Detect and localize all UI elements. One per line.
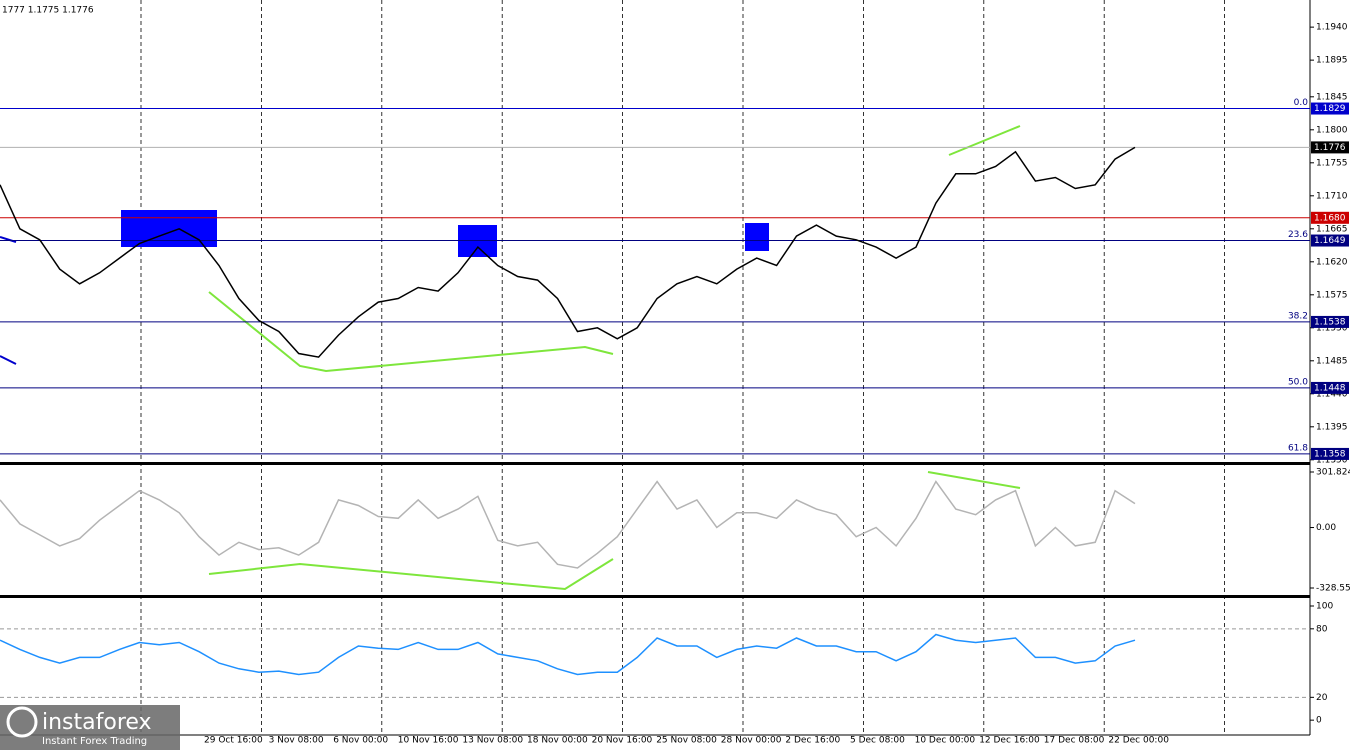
fib-label: 23.6 xyxy=(1288,230,1308,240)
logo-tagline: Instant Forex Trading xyxy=(42,736,147,747)
line-segment xyxy=(0,236,17,243)
price-label-box xyxy=(1311,381,1349,394)
price-label: 1.1448 xyxy=(1314,383,1346,393)
vertical-grid xyxy=(140,0,1225,735)
price-label: 1.1649 xyxy=(1314,236,1346,246)
price-label: 1.1538 xyxy=(1314,317,1346,327)
x-tick-label: 5 Dec 08:00 xyxy=(850,736,905,746)
logo-bg xyxy=(0,705,180,750)
series-line xyxy=(0,146,1136,358)
y-tick-label: 1.1350 xyxy=(1316,455,1348,465)
fib-label: 50.0 xyxy=(1288,377,1308,387)
y-tick-label: 0 xyxy=(1316,716,1322,726)
price-label: 1.1358 xyxy=(1314,449,1346,459)
x-tick-label: 28 Nov 00:00 xyxy=(721,736,782,746)
logo-name: instaforex xyxy=(42,710,152,735)
y-tick-label: 100 xyxy=(1316,601,1333,611)
y-tick-label: 1.1665 xyxy=(1316,224,1348,234)
x-tick-label: 18 Nov 00:00 xyxy=(527,736,588,746)
panel-separator xyxy=(0,595,1310,598)
price-label: 1.1776 xyxy=(1314,143,1346,153)
trend-line xyxy=(927,471,1021,489)
price-label-box xyxy=(1311,102,1349,115)
x-tick-label: 10 Nov 16:00 xyxy=(398,736,459,746)
y-tick-label: 80 xyxy=(1316,624,1328,634)
y-tick-label: 1.1575 xyxy=(1316,290,1348,300)
fib-label: 61.8 xyxy=(1288,443,1308,453)
x-tick-label: 2 Dec 16:00 xyxy=(785,736,840,746)
trend-line xyxy=(208,558,614,591)
x-tick-label: 12 Dec 16:00 xyxy=(979,736,1040,746)
price-label-box xyxy=(1311,141,1349,154)
header: 1777 1.1775 1.1776 xyxy=(2,6,94,16)
price-label-box xyxy=(1311,211,1349,224)
series-line xyxy=(0,633,1136,676)
x-tick-label: 22 Dec 00:00 xyxy=(1108,736,1169,746)
y-tick-label: 20 xyxy=(1316,693,1328,703)
series-line xyxy=(0,480,1136,569)
trend-lines xyxy=(208,125,1021,591)
y-tick-label: 301.8242 xyxy=(1316,467,1350,477)
y-tick-label: 1.1940 xyxy=(1316,23,1348,33)
x-tick-label: 10 Dec 00:00 xyxy=(915,736,976,746)
zone-box xyxy=(121,210,217,247)
panel-separator xyxy=(0,462,1310,465)
y-tick-label: 1.1845 xyxy=(1316,92,1348,102)
x-tick-label: 13 Nov 08:00 xyxy=(462,736,523,746)
x-tick-label: 29 Oct 16:00 xyxy=(204,736,263,746)
fib-label: 0.0 xyxy=(1294,98,1309,108)
y-tick-label: 1.1755 xyxy=(1316,158,1348,168)
price-label: 1.1680 xyxy=(1314,213,1346,223)
y-tick-label: 1.1710 xyxy=(1316,191,1348,201)
logo: instaforex Instant Forex Trading xyxy=(0,705,180,750)
y-tick-label: 1.1485 xyxy=(1316,356,1348,366)
y-tick-label: 0.00 xyxy=(1316,523,1336,533)
y-tick-label: 1.1895 xyxy=(1316,56,1348,66)
y-tick-label: 1.1620 xyxy=(1316,257,1348,267)
y-tick-label: 1.1440 xyxy=(1316,389,1348,399)
price-label-box xyxy=(1311,315,1349,328)
x-tick-label: 17 Dec 08:00 xyxy=(1044,736,1105,746)
line-segment xyxy=(0,355,17,365)
x-tick-label: 25 Nov 08:00 xyxy=(656,736,717,746)
fib-label: 38.2 xyxy=(1288,311,1308,321)
price-label-box xyxy=(1311,234,1349,247)
y-tick-label: 1.1800 xyxy=(1316,125,1348,135)
price-label-box xyxy=(1311,447,1349,460)
x-tick-label: 20 Nov 16:00 xyxy=(592,736,653,746)
y-tick-label: -328.551 xyxy=(1316,583,1350,593)
trend-line xyxy=(208,291,614,373)
x-tick-label: 6 Nov 00:00 xyxy=(333,736,388,746)
price-label: 1.1829 xyxy=(1314,104,1346,114)
logo-icon xyxy=(6,706,38,738)
y-tick-label: 1.1395 xyxy=(1316,422,1348,432)
x-tick-label: 3 Nov 08:00 xyxy=(269,736,324,746)
trend-line xyxy=(948,125,1021,156)
y-tick-label: 1.1530 xyxy=(1316,323,1348,333)
zone-box xyxy=(745,223,769,251)
